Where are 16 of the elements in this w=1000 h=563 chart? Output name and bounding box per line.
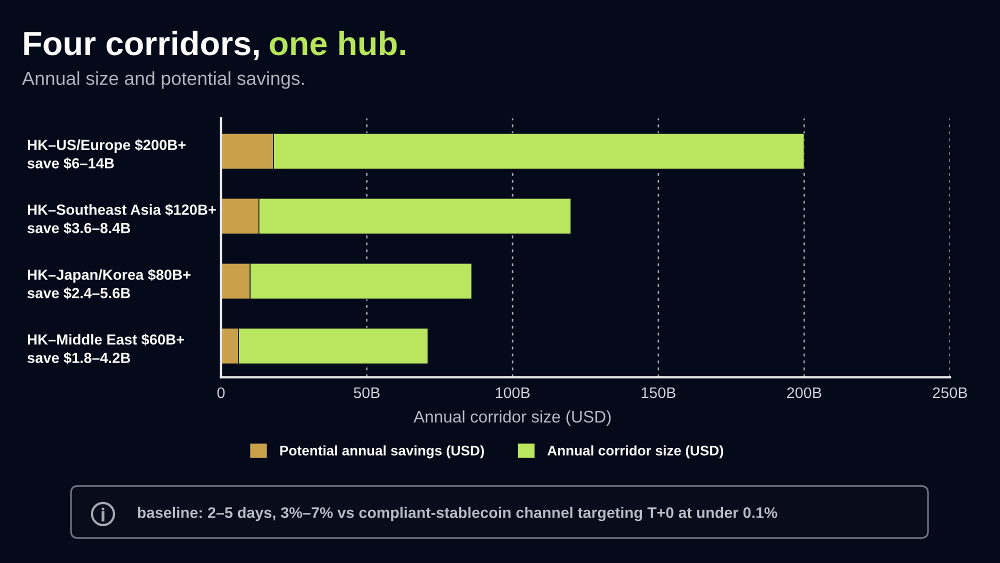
y-tick-label: HK–US/Europe $200B+ save $6–14B — [27, 139, 186, 170]
legend-label: Potential annual savings (USD) — [280, 445, 484, 458]
x-tick-label: 150B — [642, 387, 676, 398]
y-tick-label: HK–Southeast Asia $120B+ save $3.6–8.4B — [27, 204, 216, 234]
y-tick-label: HK–Japan/Korea $80B+ save $2.4–5.6B — [27, 268, 191, 300]
x-axis-title: Annual corridor size (USD) — [414, 410, 611, 426]
x-tick-label: 200B — [787, 387, 822, 398]
chart-subtitle: Annual size and potential savings. — [22, 71, 304, 89]
legend-label: Annual corridor size (USD) — [547, 445, 724, 458]
x-tick-label: 50B — [354, 387, 380, 398]
x-tick-label: 100B — [496, 387, 530, 398]
text: baseline: 2–5 days, 3%–7% vs compliant-stablecoin channel targeting T+0 at under 0.1% — [138, 506, 778, 522]
chart-title: Four corridors, one hub. — [24, 30, 406, 60]
y-tick-label: HK–Middle East $60B+ save $1.8–4.2B — [27, 334, 184, 364]
x-tick-label: 0 — [217, 387, 225, 398]
x-tick-label: 250B — [932, 387, 968, 398]
